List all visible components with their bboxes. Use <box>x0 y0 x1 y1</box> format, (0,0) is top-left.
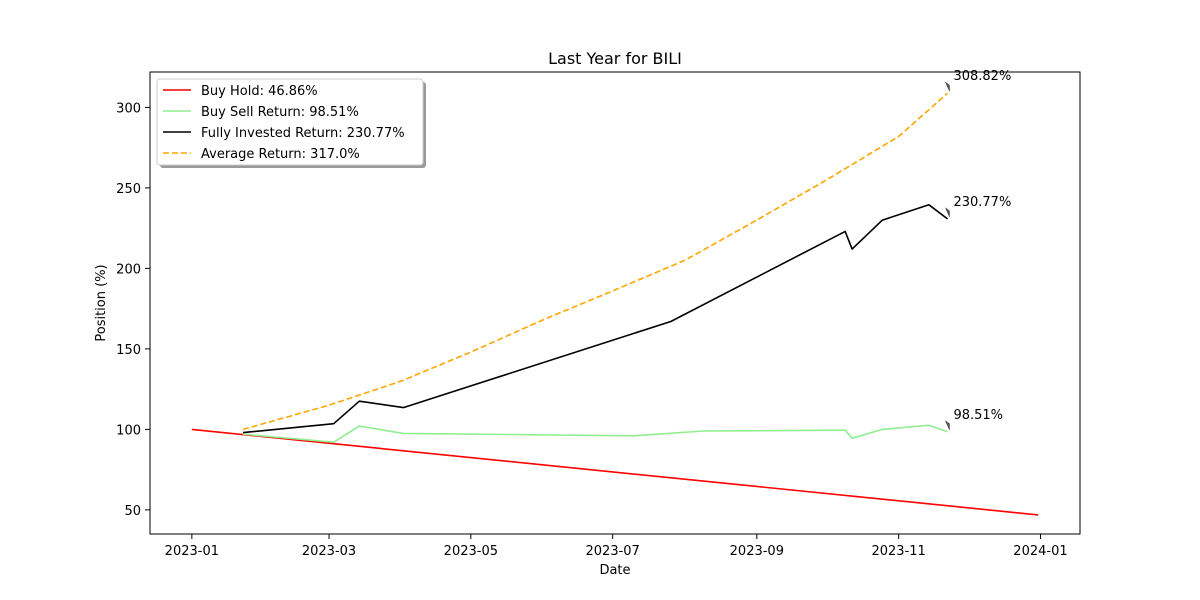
series-line-1 <box>191 428 1039 516</box>
annotation-arrow <box>944 81 950 92</box>
x-axis-label: Date <box>599 563 630 578</box>
series-line-4 <box>242 92 949 431</box>
plot-area-frame <box>149 71 1081 535</box>
legend-label: Buy Hold: 46.86% <box>201 84 318 99</box>
annotations: 308.82% 230.77% 98.51% <box>944 69 1011 430</box>
y-axis: 50 100 150 200 250 300 <box>116 101 150 519</box>
x-tick-label: 2023-05 <box>444 544 498 559</box>
y-tick-label: 200 <box>116 262 141 277</box>
x-tick-label: 2023-03 <box>302 544 356 559</box>
y-tick-label: 100 <box>116 423 141 438</box>
y-tick-label: 300 <box>116 101 141 116</box>
y-tick-label: 150 <box>116 343 141 358</box>
y-axis-label: Position (%) <box>94 264 109 341</box>
annotation-arrow <box>944 207 950 217</box>
annotation-label: 98.51% <box>953 408 1003 423</box>
x-tick-label: 2023-11 <box>871 544 925 559</box>
legend-box <box>156 78 424 166</box>
legend-label: Fully Invested Return: 230.77% <box>201 126 405 141</box>
legend-label: Buy Sell Return: 98.51% <box>201 105 359 120</box>
x-tick-label: 2024-01 <box>1013 544 1067 559</box>
y-tick-label: 250 <box>116 182 141 197</box>
x-tick-label: 2023-01 <box>165 544 219 559</box>
annotation-arrow <box>944 419 950 430</box>
x-tick-label: 2023-09 <box>730 544 784 559</box>
series-layer <box>191 92 1039 516</box>
annotation-label: 230.77% <box>953 195 1011 210</box>
y-tick-label: 50 <box>124 504 141 519</box>
series-line-3 <box>242 204 948 434</box>
x-tick-label: 2023-07 <box>586 544 640 559</box>
annotation-label: 308.82% <box>953 69 1011 84</box>
chart-title: Last Year for BILI <box>548 49 682 68</box>
series-line-2 <box>242 424 948 444</box>
legend: Buy Hold: 46.86% Buy Sell Return: 98.51% F… <box>156 78 426 168</box>
legend-label: Average Return: 317.0% <box>201 147 360 162</box>
x-axis: 2023-01 2023-03 2023-05 2023-07 2023-09 2023-… <box>165 534 1068 559</box>
